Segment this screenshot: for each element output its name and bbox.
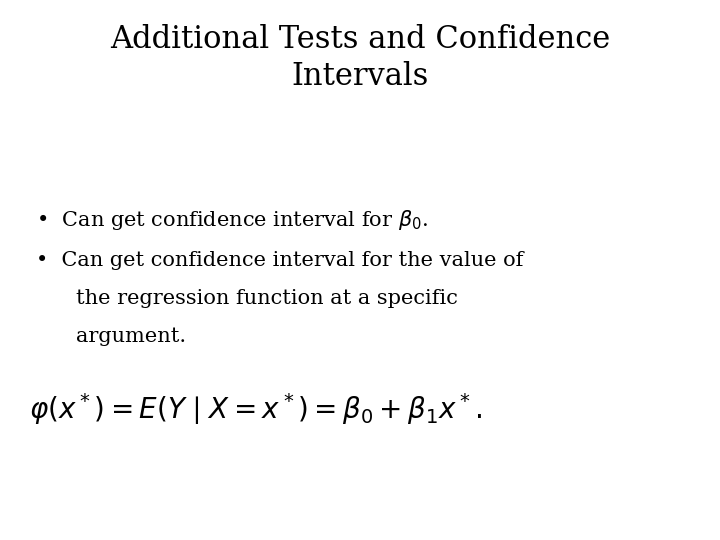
Text: argument.: argument.: [76, 327, 186, 346]
Text: Additional Tests and Confidence
Intervals: Additional Tests and Confidence Interval…: [110, 24, 610, 92]
Text: $\varphi(x^*) = E(Y \mid X = x^*) = \beta_0 + \beta_1 x^*.$: $\varphi(x^*) = E(Y \mid X = x^*) = \bet…: [29, 392, 482, 427]
Text: •  Can get confidence interval for $\beta_0$.: • Can get confidence interval for $\beta…: [36, 208, 428, 232]
Text: the regression function at a specific: the regression function at a specific: [76, 289, 457, 308]
Text: •  Can get confidence interval for the value of: • Can get confidence interval for the va…: [36, 251, 523, 270]
